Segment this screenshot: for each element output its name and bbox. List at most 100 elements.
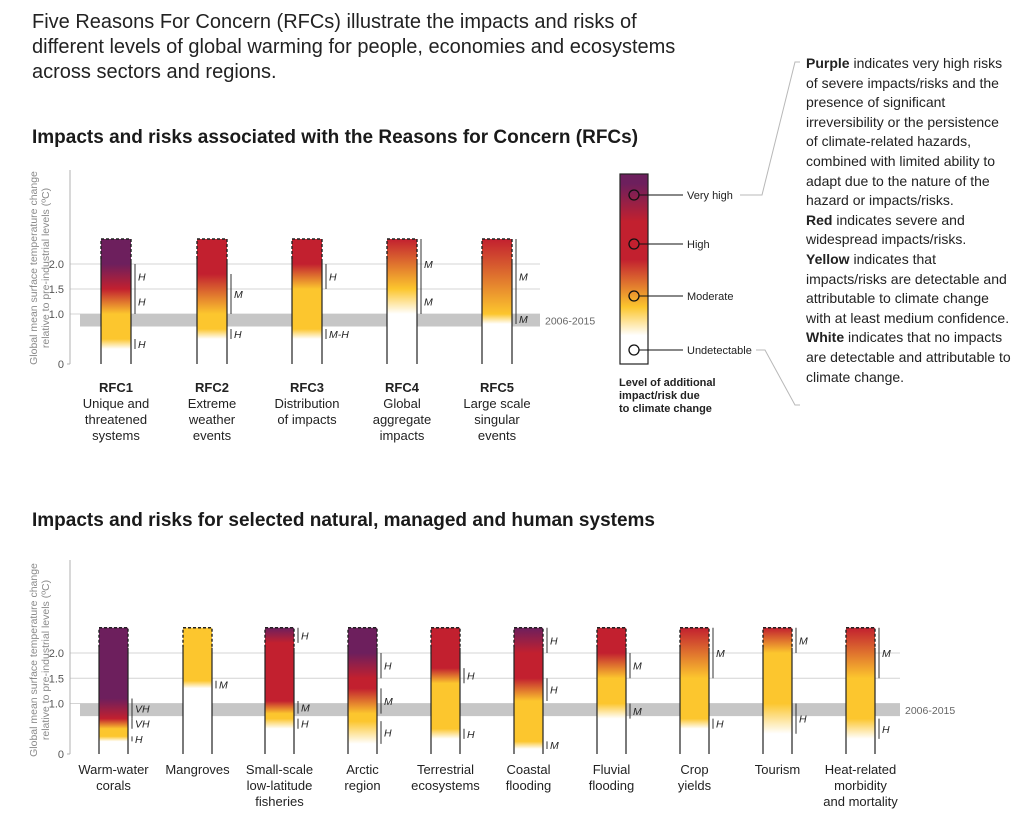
band-label: 2006-2015: [905, 705, 955, 717]
category-label: Heat-related: [825, 762, 897, 777]
risk-bar: [265, 627, 294, 754]
y-axis-label-line: Global mean surface temperature change: [28, 563, 40, 757]
category-label: weather: [188, 412, 236, 427]
chart-1: Global mean surface temperature changere…: [28, 170, 595, 443]
category-label: region: [344, 778, 380, 793]
risk-bar: [387, 239, 417, 364]
confidence-label: H: [716, 719, 724, 731]
bar-extension-dashes: [596, 627, 627, 648]
chart-2: Global mean surface temperature changere…: [28, 560, 955, 809]
confidence-label: H: [301, 630, 309, 642]
category-label: aggregate: [373, 412, 432, 427]
confidence-label: H: [467, 671, 475, 683]
bar-extension-dashes: [513, 627, 544, 648]
category-label: ecosystems: [411, 778, 480, 793]
callout-line-very-high: [740, 61, 800, 196]
risk-level-legend: Very high High Moderate Undetectable Level o…: [619, 61, 800, 415]
category-label: of impacts: [277, 412, 337, 427]
legend-level-label: Moderate: [687, 291, 733, 303]
risk-bar: [197, 239, 227, 364]
confidence-label: M: [234, 289, 243, 301]
intro-line-1: Five Reasons For Concern (RFCs) illustra…: [32, 11, 637, 33]
chart-1-title: Impacts and risks associated with the Re…: [32, 127, 639, 148]
y-tick-label: 1.5: [49, 673, 64, 685]
confidence-label: H: [138, 297, 146, 309]
category-code: RFC5: [480, 380, 514, 395]
bar-extension-dashes: [845, 627, 876, 648]
confidence-label: H: [550, 685, 558, 697]
confidence-label: M: [519, 272, 528, 284]
confidence-label: H: [550, 635, 558, 647]
legend-colour-bar: [619, 173, 649, 365]
bar-extension-dashes: [196, 238, 228, 259]
legend-purple-text: indicates very high risks of severe impa…: [806, 55, 1003, 209]
confidence-label: H: [384, 661, 392, 673]
confidence-label: M: [550, 740, 559, 752]
confidence-label: H: [138, 339, 146, 351]
bar-extension-dashes: [291, 238, 323, 259]
y-tick-label: 1.5: [49, 284, 64, 296]
y-axis-label-line: relative to pre-industrial levels (ºC): [40, 580, 52, 740]
y-tick-label: 0: [58, 749, 64, 761]
legend-red-word: Red: [806, 211, 833, 228]
confidence-label: VH: [135, 719, 150, 731]
bar-extension-dashes: [430, 627, 461, 648]
legend-white-text: indicates that no impacts are detectable…: [806, 329, 1011, 385]
legend-white-word: White: [806, 329, 845, 346]
category-code: RFC1: [99, 380, 133, 395]
risk-bar: [99, 627, 128, 754]
chart-2-title: Impacts and risks for selected natural, …: [32, 510, 655, 531]
confidence-label: H: [467, 729, 475, 741]
confidence-label: M: [424, 297, 433, 309]
category-label: events: [478, 428, 517, 443]
risk-bar: [431, 627, 460, 754]
category-code: RFC3: [290, 380, 324, 395]
y-axis-label-line: Global mean surface temperature change: [28, 171, 40, 365]
legend-yellow-word: Yellow: [806, 250, 850, 267]
category-label: morbidity: [834, 778, 887, 793]
y-tick-label: 1.0: [49, 309, 64, 321]
bar-extension-dashes: [386, 238, 418, 259]
risk-bar: [183, 627, 212, 754]
category-label: Mangroves: [165, 762, 230, 777]
risk-bar: [348, 627, 377, 754]
legend-explanation: Purple indicates very high risks of seve…: [806, 54, 1011, 387]
category-label: Arctic: [346, 762, 379, 777]
confidence-label: M: [716, 648, 725, 660]
confidence-label: H: [234, 329, 242, 341]
category-label: Warm-water: [78, 762, 149, 777]
category-label: threatened: [85, 412, 147, 427]
category-label: Distribution: [274, 396, 339, 411]
confidence-label: VH: [135, 704, 150, 716]
legend-red-text: indicates severe and widespread impacts/…: [806, 211, 967, 248]
category-label: low-latitude: [247, 778, 313, 793]
y-tick-label: 0: [58, 359, 64, 371]
legend-title-line: Level of additional: [619, 377, 716, 389]
confidence-label: M: [799, 635, 808, 647]
category-label: impacts: [380, 428, 425, 443]
category-label: systems: [92, 428, 140, 443]
risk-bar: [514, 627, 543, 754]
legend-yellow-text: indicates that impacts/risks are detecta…: [806, 250, 1010, 326]
bar-extension-dashes: [481, 238, 513, 259]
bar-extension-dashes: [182, 627, 213, 648]
bar-extension-dashes: [347, 627, 378, 648]
legend-title-line: to climate change: [619, 403, 712, 415]
category-label: and mortality: [823, 794, 898, 809]
confidence-label: M: [633, 661, 642, 673]
bar-extension-dashes: [264, 627, 295, 648]
category-label: fisheries: [255, 794, 304, 809]
confidence-label: M: [882, 648, 891, 660]
confidence-label: M-H: [329, 329, 349, 341]
category-code: RFC4: [385, 380, 420, 395]
confidence-label: H: [882, 724, 890, 736]
confidence-label: M: [633, 706, 642, 718]
callout-line-undetectable: [756, 349, 800, 406]
intro-line-2: different levels of global warming for p…: [32, 36, 676, 58]
legend-level-label: Undetectable: [687, 345, 752, 357]
category-label: corals: [96, 778, 131, 793]
category-label: Small-scale: [246, 762, 313, 777]
band-label: 2006-2015: [545, 315, 595, 327]
category-label: Extreme: [188, 396, 236, 411]
risk-bar: [763, 627, 792, 754]
